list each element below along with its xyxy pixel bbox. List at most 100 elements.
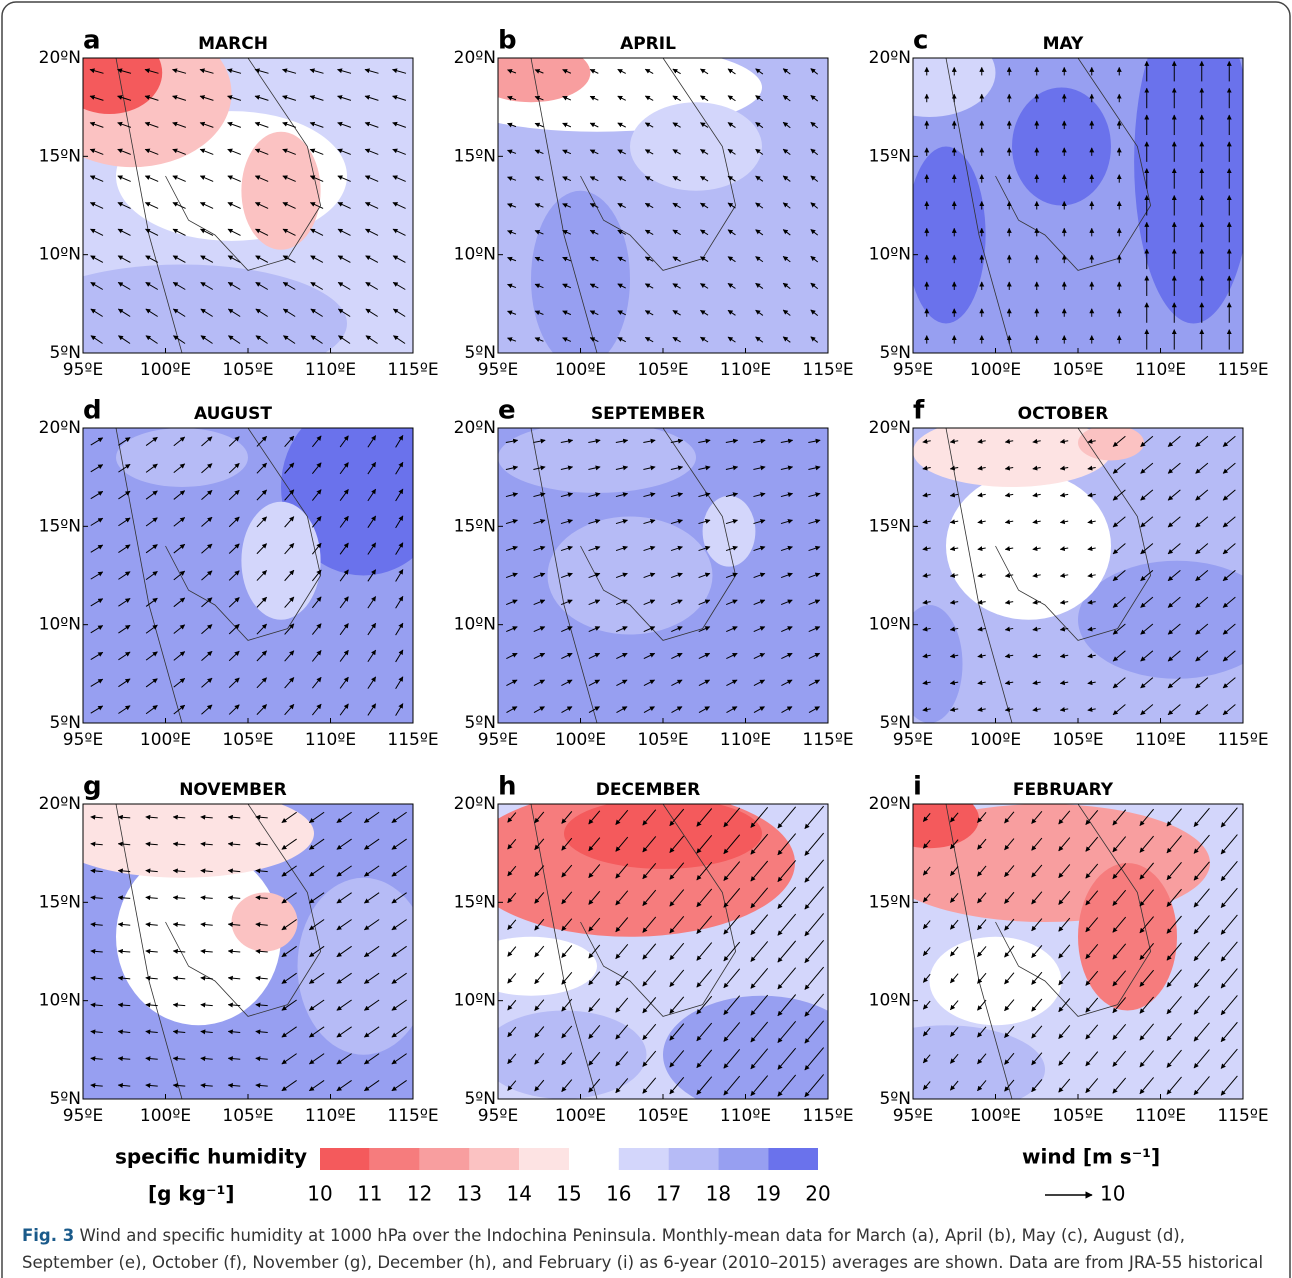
humidity-region [1012,87,1111,206]
wind-arrow [1112,516,1126,528]
wind-arrow [723,995,741,1015]
wind-arrow [727,336,736,343]
wind-arrow [200,335,213,344]
wind-arrow [1058,1078,1071,1093]
wind-arrow [145,868,158,874]
wind-arrow [1004,945,1015,958]
wind-arrow [1059,519,1069,525]
wind-arrow [534,1052,545,1065]
wind-arrow [777,994,797,1017]
wind-arrow [1140,516,1154,528]
wind-arrow [977,653,986,659]
wind-arrow [1087,519,1096,525]
wind-arrow [1195,650,1209,662]
wind-arrow [311,462,322,474]
colorbar-tick-label: 11 [357,1182,382,1206]
wind-arrow [228,704,240,715]
wind-arrow [1167,623,1181,635]
wind-arrow [698,706,710,713]
wind-arrow [507,973,517,984]
wind-arrow [1087,626,1096,632]
wind-arrow [284,516,295,528]
wind-arrow [561,626,573,632]
colorbar-tick-label: 19 [755,1182,780,1206]
wind-arrow [172,255,186,263]
wind-arrow [725,545,738,552]
humidity-region [913,804,979,849]
colorbar-bin [569,1148,619,1170]
wind-arrow [90,335,103,344]
wind-arrow [89,148,104,155]
wind-arrow [1004,918,1015,931]
y-tick-label: 15ºN [39,146,81,166]
wind-arrow [753,572,766,579]
wind-arrow [750,887,769,909]
wind-arrow [615,492,629,498]
wind-arrow [617,122,626,128]
wind-arrow [145,678,158,688]
x-tick-label: 115ºE [802,730,853,750]
wind-arrow [1222,569,1236,582]
wind-arrow [284,623,295,635]
colorbar-bin [768,1148,818,1170]
wind-arrow [950,866,959,877]
wind-arrow [118,598,131,607]
wind-arrow [950,892,959,903]
wind-arrow [391,919,407,931]
wind-arrow [117,1056,131,1062]
wind-arrow [777,940,797,963]
wind-arrow [336,811,352,823]
wind-arrow [118,624,131,634]
wind-arrow [145,705,158,715]
wind-arrow [1195,489,1209,501]
humidity-region [630,102,762,191]
wind-arrow [810,202,819,209]
wind-arrow [723,861,741,881]
wind-arrow [782,282,791,290]
wind-arrow [90,464,104,473]
wind-arrow [561,971,573,985]
wind-arrow [588,971,601,986]
wind-arrow [363,892,380,904]
wind-arrow [698,679,711,686]
wind-arrow [227,68,242,74]
humidity-region [116,848,281,1026]
wind-arrow [698,599,711,606]
wind-arrow [201,597,213,608]
wind-arrow [117,1029,131,1035]
x-tick-label: 110ºE [305,1106,356,1126]
wind-arrow [256,516,267,528]
wind-arrow [977,1080,987,1092]
wind-arrow [534,892,545,904]
wind-arrow [727,309,736,316]
wind-arrow [145,436,158,446]
wind-arrow [808,626,821,632]
wind-arrow [337,95,352,101]
x-tick-label: 110ºE [1135,360,1186,380]
wind-arrow [560,545,573,552]
wind-arrow [588,864,601,879]
colorbar-tick-label: 14 [506,1182,531,1206]
wind-arrow [117,1002,131,1008]
wind-arrow [808,652,821,659]
wind-arrow [727,202,736,209]
wind-arrow [363,972,380,984]
wind-arrow [669,862,685,880]
humidity-region [498,428,696,493]
wind-arrow [90,868,103,874]
wind-arrow [753,599,766,606]
wind-arrow [642,943,657,960]
wind-arrow [90,678,104,687]
wind-arrow [172,1029,186,1035]
y-tick-label: 5ºN [464,1089,496,1109]
wind-arrow [616,652,628,659]
wind-arrow [922,519,931,525]
wind-arrow [309,202,324,209]
humidity-region [498,936,597,996]
panel-letter: c [913,26,928,56]
wind-arrow [562,230,572,235]
wind-arrow [281,945,297,958]
wind-arrow [1112,623,1126,635]
wind-arrow [201,650,213,661]
wind-arrow [281,1080,297,1092]
